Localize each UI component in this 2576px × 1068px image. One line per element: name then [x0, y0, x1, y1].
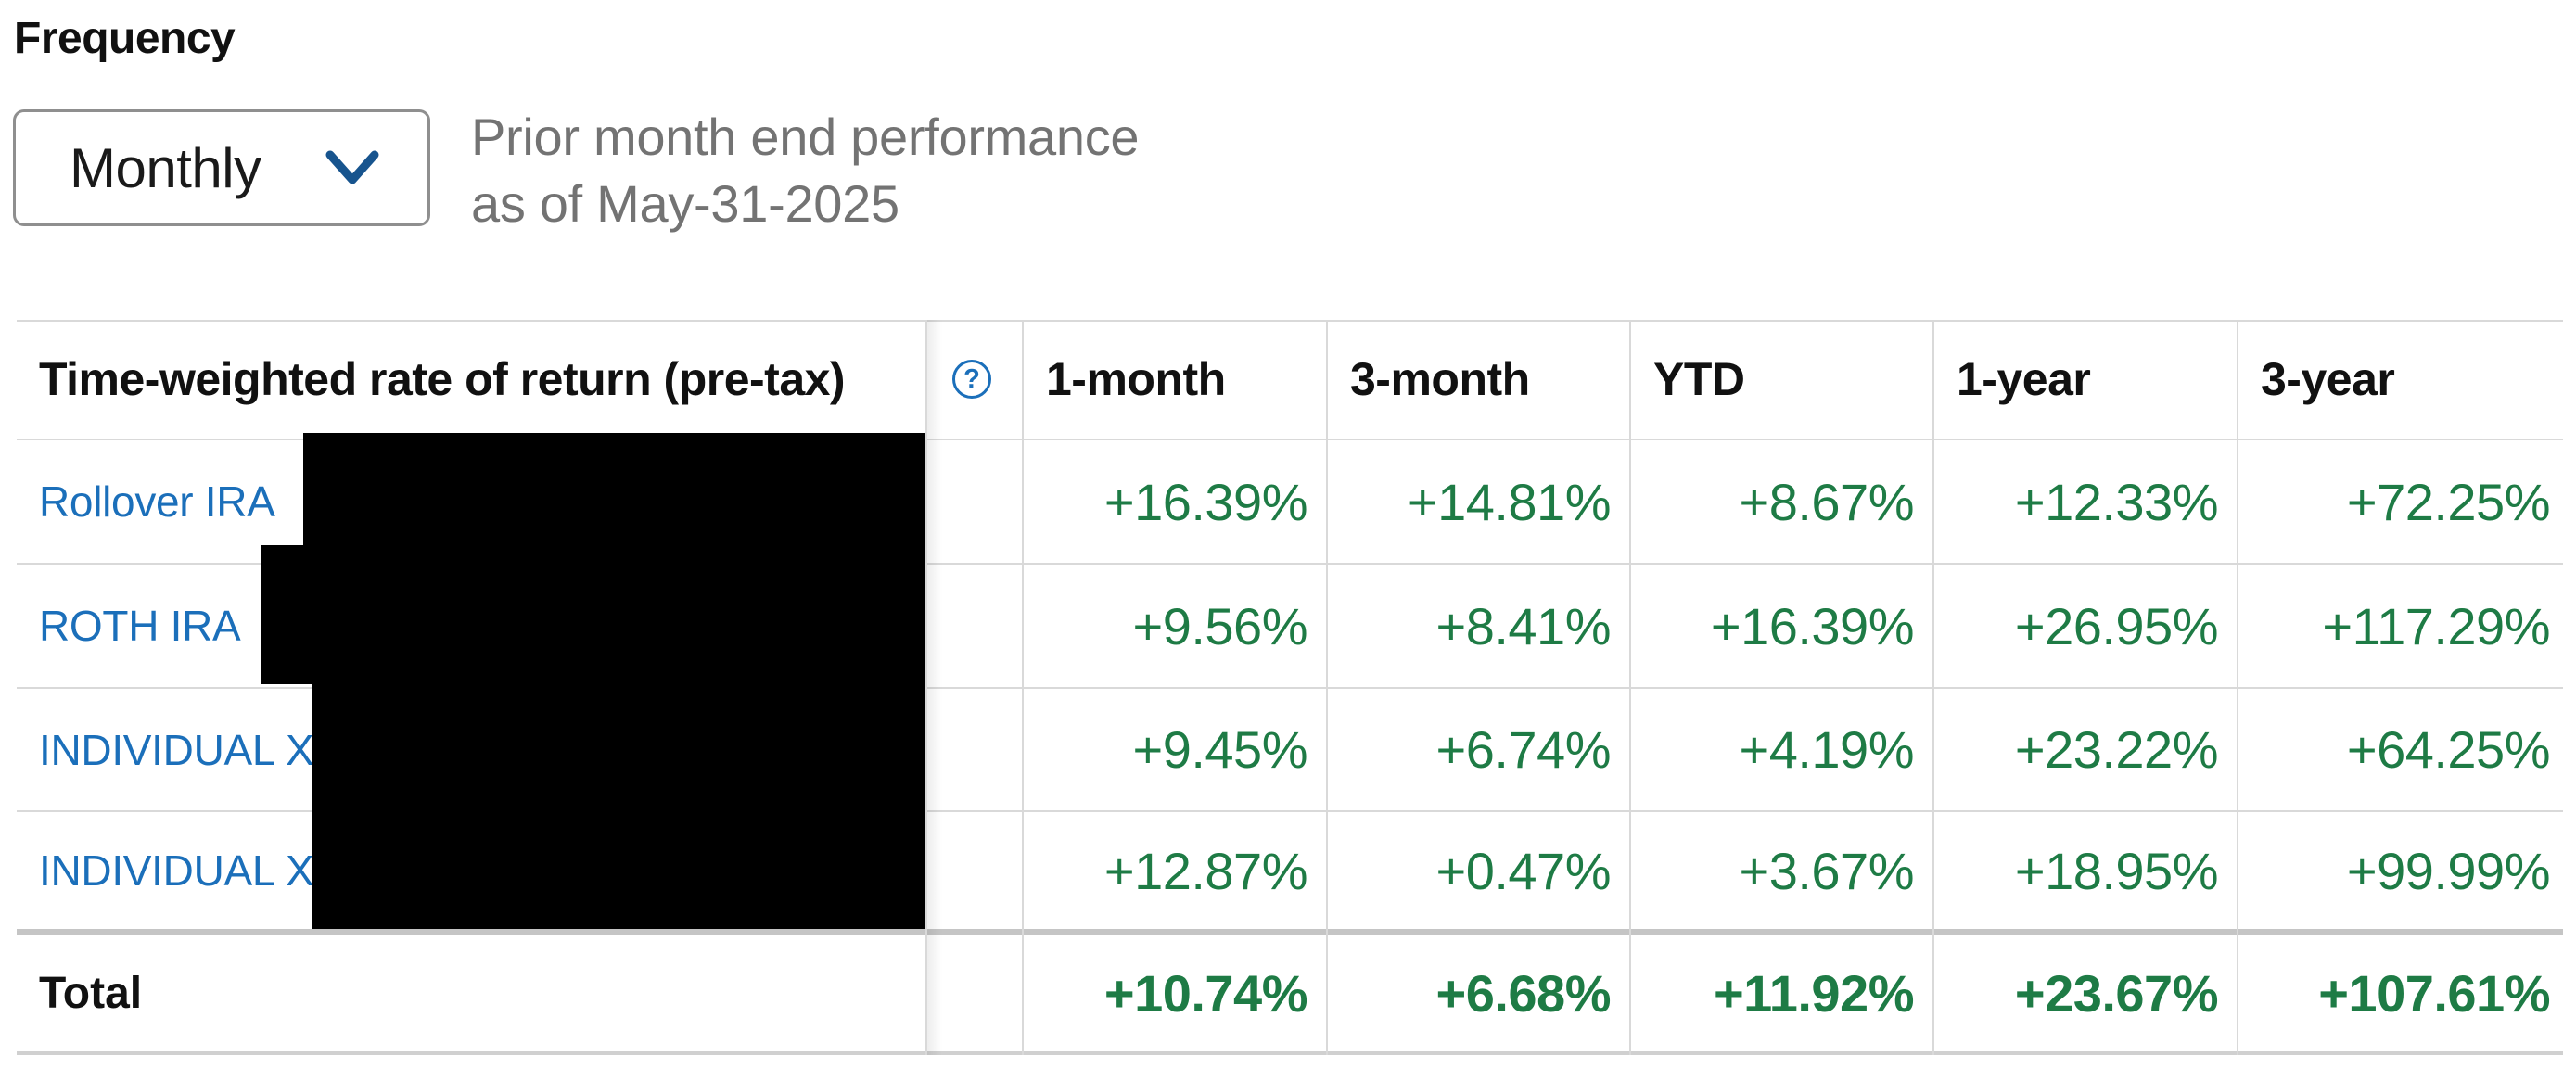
total-value-cell: +107.61% — [2318, 964, 2550, 1023]
value-cell: +0.47% — [1435, 841, 1612, 900]
value-cell: +64.25% — [2346, 720, 2551, 779]
table-row: Rollover IRA +16.39% +14.81% +8.67% +12.… — [17, 440, 2563, 563]
value-cell: +4.19% — [1739, 720, 1915, 779]
column-header-3-year: 3-year — [2261, 353, 2395, 405]
table-header-row: Time-weighted rate of return (pre-tax) ?… — [17, 320, 2563, 439]
total-label: Total — [39, 969, 143, 1018]
value-cell: +12.87% — [1103, 841, 1308, 900]
table-bottom-border — [17, 1051, 2563, 1055]
chevron-down-icon — [325, 149, 379, 186]
table-vertical-divider — [1932, 320, 1934, 1055]
table-vertical-divider — [925, 320, 927, 1055]
help-icon[interactable]: ? — [952, 360, 991, 399]
account-link-individual-1[interactable]: INDIVIDUAL X — [39, 725, 314, 774]
value-cell: +3.67% — [1739, 841, 1915, 900]
table-vertical-divider — [2237, 320, 2238, 1055]
redaction-overlay — [261, 545, 925, 684]
value-cell: +12.33% — [2014, 472, 2219, 531]
frequency-dropdown[interactable]: Monthly — [13, 109, 430, 226]
table-row-divider — [17, 563, 2563, 565]
value-cell: +16.39% — [1710, 596, 1915, 655]
frozen-column-shadow — [927, 320, 942, 1055]
table-total-row: Total +10.74% +6.68% +11.92% +23.67% +10… — [17, 935, 2563, 1051]
table-row-divider — [17, 810, 2563, 812]
performance-note: Prior month end performance as of May-31… — [471, 104, 1140, 237]
frequency-dropdown-value: Monthly — [70, 136, 261, 199]
performance-table: Time-weighted rate of return (pre-tax) ?… — [17, 320, 2563, 1055]
frequency-label: Frequency — [14, 14, 236, 63]
value-cell: +8.41% — [1435, 596, 1612, 655]
value-cell: +117.29% — [2322, 596, 2550, 655]
table-row: INDIVIDUAL X +12.87% +0.47% +3.67% +18.9… — [17, 812, 2563, 929]
column-header-1-month: 1-month — [1046, 353, 1226, 405]
redaction-overlay — [312, 684, 925, 929]
table-row-divider — [17, 439, 2563, 440]
table-top-border — [17, 320, 2563, 322]
value-cell: +16.39% — [1103, 472, 1308, 531]
value-cell: +8.67% — [1739, 472, 1915, 531]
total-value-cell: +23.67% — [2014, 964, 2219, 1023]
table-vertical-divider — [1326, 320, 1328, 1055]
total-value-cell: +10.74% — [1103, 964, 1308, 1023]
total-value-cell: +11.92% — [1713, 964, 1915, 1023]
performance-note-line2: as of May-31-2025 — [471, 174, 899, 233]
value-cell: +18.95% — [2014, 841, 2219, 900]
value-cell: +23.22% — [2014, 720, 2219, 779]
table-title: Time-weighted rate of return (pre-tax) — [39, 353, 846, 405]
performance-note-line1: Prior month end performance — [471, 108, 1140, 166]
value-cell: +72.25% — [2346, 472, 2551, 531]
column-header-3-month: 3-month — [1350, 353, 1530, 405]
total-value-cell: +6.68% — [1435, 964, 1612, 1023]
column-header-ytd: YTD — [1653, 353, 1745, 405]
value-cell: +6.74% — [1435, 720, 1612, 779]
column-header-1-year: 1-year — [1957, 353, 2091, 405]
table-row-divider — [17, 687, 2563, 689]
table-vertical-divider — [1022, 320, 1024, 1055]
table-vertical-divider — [1629, 320, 1631, 1055]
value-cell: +9.45% — [1132, 720, 1308, 779]
table-total-divider — [17, 929, 2563, 935]
table-row: INDIVIDUAL X +9.45% +6.74% +4.19% +23.22… — [17, 689, 2563, 810]
redaction-overlay — [303, 433, 925, 562]
table-row: ROTH IRA +9.56% +8.41% +16.39% +26.95% +… — [17, 565, 2563, 687]
account-link-roth-ira[interactable]: ROTH IRA — [39, 602, 241, 650]
value-cell: +26.95% — [2014, 596, 2219, 655]
account-link-individual-2[interactable]: INDIVIDUAL X — [39, 846, 314, 895]
value-cell: +99.99% — [2346, 841, 2551, 900]
value-cell: +14.81% — [1407, 472, 1612, 531]
account-link-rollover-ira[interactable]: Rollover IRA — [39, 477, 275, 526]
value-cell: +9.56% — [1132, 596, 1308, 655]
